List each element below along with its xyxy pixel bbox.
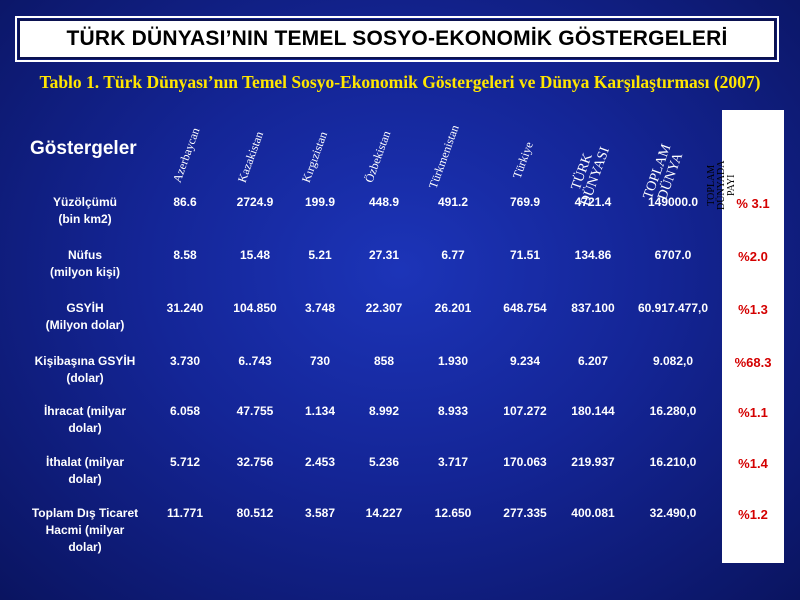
table-cell: 26.201 <box>434 301 472 315</box>
table-cell: 60.917.477,0 <box>637 301 709 315</box>
table-cell: 32.756 <box>236 455 274 469</box>
table-cell: 730 <box>309 354 331 368</box>
table-cell: 3.717 <box>437 455 469 469</box>
share-cell: % 3.1 <box>736 196 770 211</box>
row-label-line: (milyon kişi) <box>49 265 120 279</box>
row-label-line: dolar) <box>68 540 102 554</box>
slide-title-box: TÜRK DÜNYASI’NIN TEMEL SOSYO-EKONOMİK GÖ… <box>15 16 779 62</box>
row-label-line: Kişibaşına GSYİH <box>34 354 136 368</box>
table-cell: 2.453 <box>304 455 336 469</box>
table-cell: 6..743 <box>238 354 272 368</box>
row-label-line: İhracat (milyar <box>43 404 127 418</box>
table-cell: 71.51 <box>509 248 541 262</box>
table-cell: 769.9 <box>509 195 541 209</box>
table-cell: 1.134 <box>304 404 336 418</box>
row-label: İthalat (milyar dolar) <box>15 454 155 488</box>
table-cell: 5.712 <box>169 455 201 469</box>
table-cell: 6.058 <box>169 404 201 418</box>
table-cell: 8.933 <box>437 404 469 418</box>
row-label-line: (Milyon dolar) <box>45 318 125 332</box>
col-head-ozbekistan: Özbekistan <box>361 128 394 185</box>
table-cell: 16.210,0 <box>649 455 697 469</box>
table-cell: 86.6 <box>173 195 197 209</box>
table-cell: 15.48 <box>239 248 271 262</box>
table-cell: 12.650 <box>434 506 472 520</box>
table-cell: 400.081 <box>571 506 615 520</box>
row-label: GSYİH (Milyon dolar) <box>15 300 155 334</box>
table-cell: 2724.9 <box>236 195 274 209</box>
table-cell: 104.850 <box>233 301 277 315</box>
table-cell: 47.755 <box>236 404 274 418</box>
table-cell: 1.930 <box>437 354 469 368</box>
table-cell: 8.58 <box>173 248 197 262</box>
row-label: Nüfus (milyon kişi) <box>15 247 155 281</box>
table-cell: 16.280,0 <box>649 404 697 418</box>
row-label-line: Toplam Dış Ticaret <box>31 506 139 520</box>
table-cell: 9.082,0 <box>652 354 694 368</box>
table-cell: 858 <box>373 354 395 368</box>
table-cell: 3.587 <box>304 506 336 520</box>
row-label: Toplam Dış Ticaret Hacmi (milyar dolar) <box>15 505 155 556</box>
table-cell: 11.771 <box>166 506 204 520</box>
row-label-line: Hacmi (milyar <box>45 523 125 537</box>
share-cell: %1.3 <box>738 302 768 317</box>
table-cell: 6707.0 <box>654 248 692 262</box>
col-head-turkmenistan: Türkmenistan <box>425 122 462 191</box>
row-label: Yüzölçümü (bin km2) <box>15 194 155 228</box>
table-cell: 107.272 <box>503 404 547 418</box>
table-cell: 5.236 <box>368 455 400 469</box>
row-label-line: İthalat (milyar <box>45 455 125 469</box>
table-cell: 149000.0 <box>647 195 699 209</box>
table-cell: 5.21 <box>308 248 332 262</box>
row-label: İhracat (milyar dolar) <box>15 403 155 437</box>
table-cell: 31.240 <box>166 301 204 315</box>
col-head-azerbaycan: Azerbaycan <box>169 125 203 185</box>
table-cell: 6.77 <box>441 248 465 262</box>
col-head-kirgizistan: Kırgızistan <box>298 129 331 185</box>
table-cell: 3.748 <box>304 301 336 315</box>
table-cell: 199.9 <box>304 195 336 209</box>
row-label-line: (dolar) <box>66 371 104 385</box>
table-cell: 491.2 <box>437 195 469 209</box>
table-cell: 8.992 <box>368 404 400 418</box>
row-label-line: dolar) <box>68 421 102 435</box>
row-label-line: Nüfus <box>68 248 102 262</box>
table-cell: 4721.4 <box>574 195 612 209</box>
table-cell: 180.144 <box>571 404 615 418</box>
table-caption: Tablo 1. Türk Dünyası’nın Temel Sosyo-Ek… <box>39 72 761 92</box>
row-label: Kişibaşına GSYİH (dolar) <box>15 353 155 387</box>
table-cell: 648.754 <box>503 301 547 315</box>
table-cell: 22.307 <box>365 301 403 315</box>
share-cell: %1.1 <box>738 405 768 420</box>
table-cell: 14.227 <box>365 506 403 520</box>
table-cell: 32.490,0 <box>649 506 697 520</box>
table-cell: 837.100 <box>571 301 615 315</box>
table-cell: 3.730 <box>169 354 201 368</box>
table-cell: 6.207 <box>577 354 609 368</box>
col-head-turkiye: Türkiye <box>509 139 536 181</box>
share-column-background <box>722 110 784 563</box>
table-cell: 277.335 <box>503 506 547 520</box>
table-cell: 80.512 <box>236 506 274 520</box>
table-cell: 219.937 <box>571 455 615 469</box>
share-cell: %1.4 <box>738 456 768 471</box>
row-label-line: (bin km2) <box>58 212 112 226</box>
share-cell: %68.3 <box>734 355 772 370</box>
row-label-line: Yüzölçümü <box>52 195 117 209</box>
share-cell: %2.0 <box>738 249 768 264</box>
table-cell: 9.234 <box>509 354 541 368</box>
table-cell: 134.86 <box>574 248 612 262</box>
col-head-kazakistan: Kazakistan <box>234 129 267 185</box>
slide-title: TÜRK DÜNYASI’NIN TEMEL SOSYO-EKONOMİK GÖ… <box>66 27 728 50</box>
table-cell: 170.063 <box>503 455 547 469</box>
header-label-gostergeler: Göstergeler <box>30 138 137 159</box>
table-cell: 27.31 <box>368 248 400 262</box>
row-label-line: GSYİH <box>66 301 104 315</box>
share-cell: %1.2 <box>738 507 768 522</box>
table-cell: 448.9 <box>368 195 400 209</box>
row-label-line: dolar) <box>68 472 102 486</box>
